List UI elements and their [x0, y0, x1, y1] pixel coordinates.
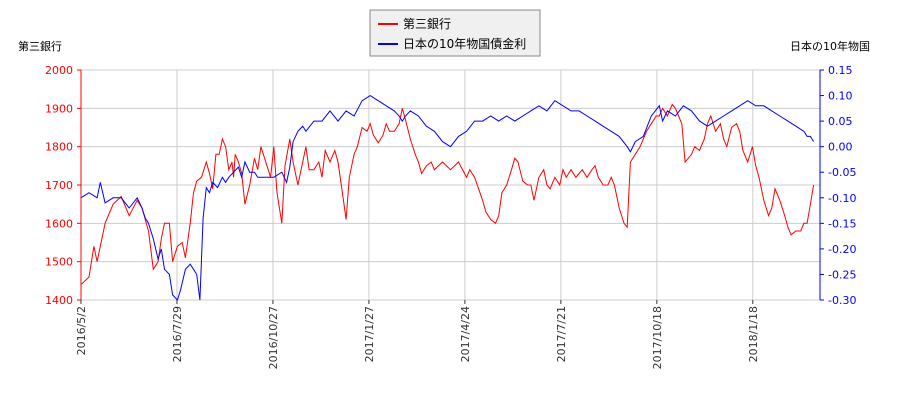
- right-tick-label: -0.25: [828, 268, 856, 281]
- legend-box: [369, 9, 541, 57]
- x-tick-label: 2016/10/27: [267, 306, 280, 369]
- x-tick-label: 2016/5/2: [75, 306, 88, 355]
- right-tick-label: 0.05: [828, 115, 853, 128]
- right-tick-label: 0.00: [828, 141, 853, 154]
- right-tick-label: -0.10: [828, 192, 856, 205]
- right-tick-label: 0.15: [828, 64, 853, 77]
- x-tick-label: 2017/1/27: [363, 306, 376, 362]
- right-axis-ticks: 0.15 0.10 0.05 0.00 -0.05 -0.10 -0.15 -0.20 -0.2…: [819, 64, 856, 307]
- left-tick-label: 1500: [45, 256, 73, 269]
- left-tick-label: 1700: [45, 179, 73, 192]
- left-axis-title: 第三銀行: [18, 39, 62, 53]
- x-tick-label: 2018/1/18: [747, 306, 760, 362]
- left-tick-label: 1600: [45, 217, 73, 230]
- legend: 第三銀行 日本の10年物国債金利: [369, 9, 541, 57]
- right-tick-label: -0.20: [828, 243, 856, 256]
- left-tick-label: 1800: [45, 141, 73, 154]
- x-tick-label: 2017/4/24: [459, 306, 472, 362]
- series-line-daisan-bank: [80, 103, 815, 286]
- legend-label-jgb-10y: 日本の10年物国債金利: [403, 36, 526, 51]
- right-tick-label: -0.15: [828, 217, 856, 230]
- x-tick-label: 2017/10/18: [651, 306, 664, 369]
- x-tick-label: 2017/7/21: [555, 306, 568, 362]
- left-tick-label: 1900: [45, 102, 73, 115]
- right-tick-label: 0.10: [828, 90, 853, 103]
- right-tick-label: -0.30: [828, 294, 856, 307]
- series-layer: [80, 95, 815, 301]
- x-axis-ticks: 2016/5/2 2016/7/29 2016/10/27 2017/1/27 2017…: [75, 300, 760, 369]
- right-axis-title: 日本の10年物国: [790, 39, 870, 53]
- left-tick-label: 1400: [45, 294, 73, 307]
- legend-label-daisan-bank: 第三銀行: [403, 17, 451, 31]
- x-tick-label: 2016/7/29: [171, 306, 184, 362]
- right-tick-label: -0.05: [828, 166, 856, 179]
- left-tick-label: 2000: [45, 64, 73, 77]
- left-axis-ticks: 2000 1900 1800 1700 1600 1500 1400: [45, 64, 82, 307]
- series-line-jgb-10y: [80, 95, 815, 301]
